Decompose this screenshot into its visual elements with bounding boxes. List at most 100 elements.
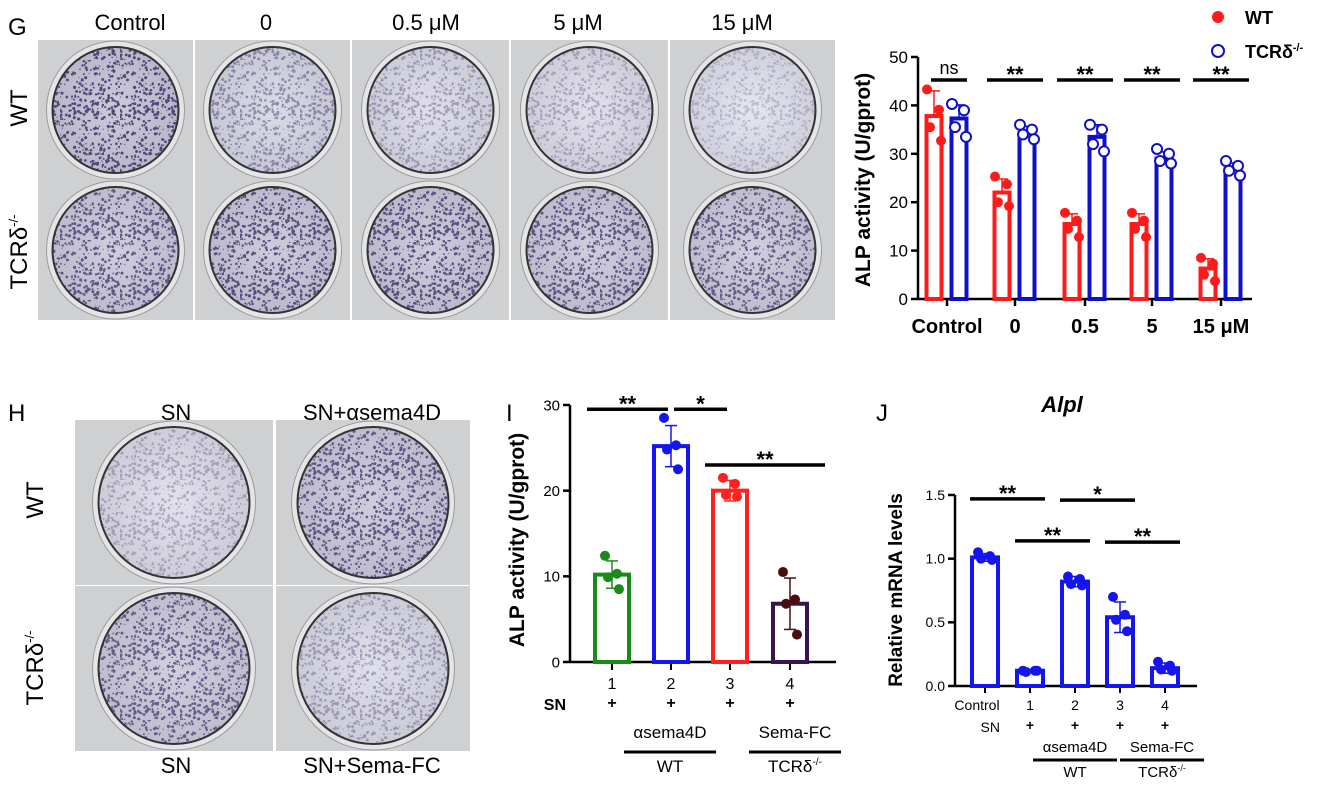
well-edge (525, 46, 654, 174)
data-point-wt (1130, 223, 1140, 234)
column-header: 15 μM (711, 10, 773, 35)
bar-tcr (1087, 134, 1107, 301)
alp-stain-tone (367, 187, 494, 313)
x-category-label: 0.5 (1071, 316, 1099, 338)
y-tick-label: 0 (899, 290, 908, 309)
significance-bar-label: * (1093, 482, 1102, 507)
data-point-wt (1060, 207, 1070, 218)
alp-stain-tone (98, 593, 250, 744)
alp-stain (689, 187, 816, 313)
data-point-tcr (1098, 145, 1110, 158)
alp-stain-tone (52, 47, 179, 173)
data-point-tcr (1151, 142, 1163, 155)
column-header: 5 μM (553, 10, 603, 35)
y-axis-label: Relative mRNA levels (886, 493, 907, 687)
alp-stain-tone (209, 47, 336, 173)
data-point (1108, 591, 1118, 602)
data-point-wt (1004, 201, 1014, 212)
y-axis-label: ALP activity (U/gprot) (852, 73, 875, 287)
sn-mark: + (1116, 717, 1124, 733)
y-tick-label: 10 (543, 569, 560, 586)
data-point (614, 584, 624, 595)
panel-label-i: I (506, 400, 513, 427)
data-point-wt (1072, 215, 1082, 226)
alp-stain-tone (526, 187, 653, 313)
x-category-label: 4 (786, 676, 795, 693)
well-edge (51, 186, 180, 314)
well-image (38, 40, 193, 180)
x-category-label: 15 μM (1193, 316, 1250, 338)
well-edge (208, 46, 337, 174)
well-image (352, 180, 509, 320)
significance-bar-label: ** (1212, 62, 1230, 87)
bar-tcr (1017, 131, 1037, 301)
well-image (276, 420, 470, 585)
data-point-tcr (1154, 155, 1166, 168)
data-point (1077, 580, 1087, 591)
data-point-wt (1199, 269, 1209, 280)
data-point-wt (993, 197, 1003, 208)
significance-bar-label: ** (1006, 62, 1024, 87)
y-tick-label: 50 (889, 48, 908, 67)
data-point-wt (1210, 276, 1220, 287)
data-point-tcr (1165, 157, 1177, 170)
column-header: 0 (259, 10, 273, 35)
sn-mark: + (1026, 717, 1034, 733)
data-point (781, 598, 791, 609)
bar (1060, 579, 1090, 688)
data-point-wt (1074, 232, 1084, 243)
data-point-wt (1196, 252, 1206, 263)
data-point (671, 440, 681, 451)
y-tick-label: 20 (889, 193, 908, 212)
data-point (732, 491, 742, 502)
data-point-tcr (960, 130, 972, 143)
data-point-wt (925, 122, 935, 133)
row-label-wt: WT (6, 89, 33, 127)
data-point-tcr (1220, 155, 1232, 168)
data-point (600, 550, 610, 561)
data-point (987, 554, 997, 565)
panel-label-j: J (876, 400, 888, 427)
bar-tcr (1223, 167, 1243, 301)
well-edge (296, 426, 450, 579)
data-point-tcr (946, 97, 958, 110)
well-edge (208, 186, 337, 314)
sn-label: SN (981, 719, 1000, 735)
alp-stain-tone (689, 187, 816, 313)
group-wt-genotype: WT (657, 757, 683, 776)
significance-bar-label: ** (756, 447, 774, 472)
data-point (792, 629, 802, 640)
alp-stain-tone (297, 427, 449, 578)
data-point (603, 572, 613, 583)
well-image (511, 40, 668, 180)
well-image (670, 180, 835, 320)
data-point (1021, 666, 1031, 677)
well-image (276, 586, 470, 751)
alp-stain-tone (209, 187, 336, 313)
group-tcr-treatment: Sema-FC (1130, 739, 1194, 756)
data-point (659, 412, 669, 423)
legend-marker-tcr (1211, 44, 1225, 58)
column-footer: SN (160, 753, 192, 778)
data-point-wt (1208, 258, 1218, 269)
row-label-wt: WT (22, 481, 49, 519)
significance-bar-label: ** (1076, 62, 1094, 87)
x-category-label: 3 (1116, 697, 1124, 713)
alp-stain-tone (367, 47, 494, 173)
data-point (662, 444, 672, 455)
data-point (1153, 656, 1163, 667)
data-point-tcr (949, 121, 961, 134)
well-image (352, 40, 509, 180)
significance-bar-label: ** (1134, 524, 1152, 549)
alp-stain (297, 593, 449, 744)
data-point-tcr (958, 104, 970, 117)
alp-stain (52, 47, 179, 173)
well-image (75, 586, 273, 751)
alp-stain-tone (52, 187, 179, 313)
superscript: -/- (1177, 763, 1186, 773)
well-image (195, 180, 350, 320)
data-point-wt (934, 104, 944, 115)
data-point-wt (1139, 215, 1149, 226)
alp-stain-tone (297, 593, 449, 744)
x-category-label: 4 (1161, 697, 1169, 713)
